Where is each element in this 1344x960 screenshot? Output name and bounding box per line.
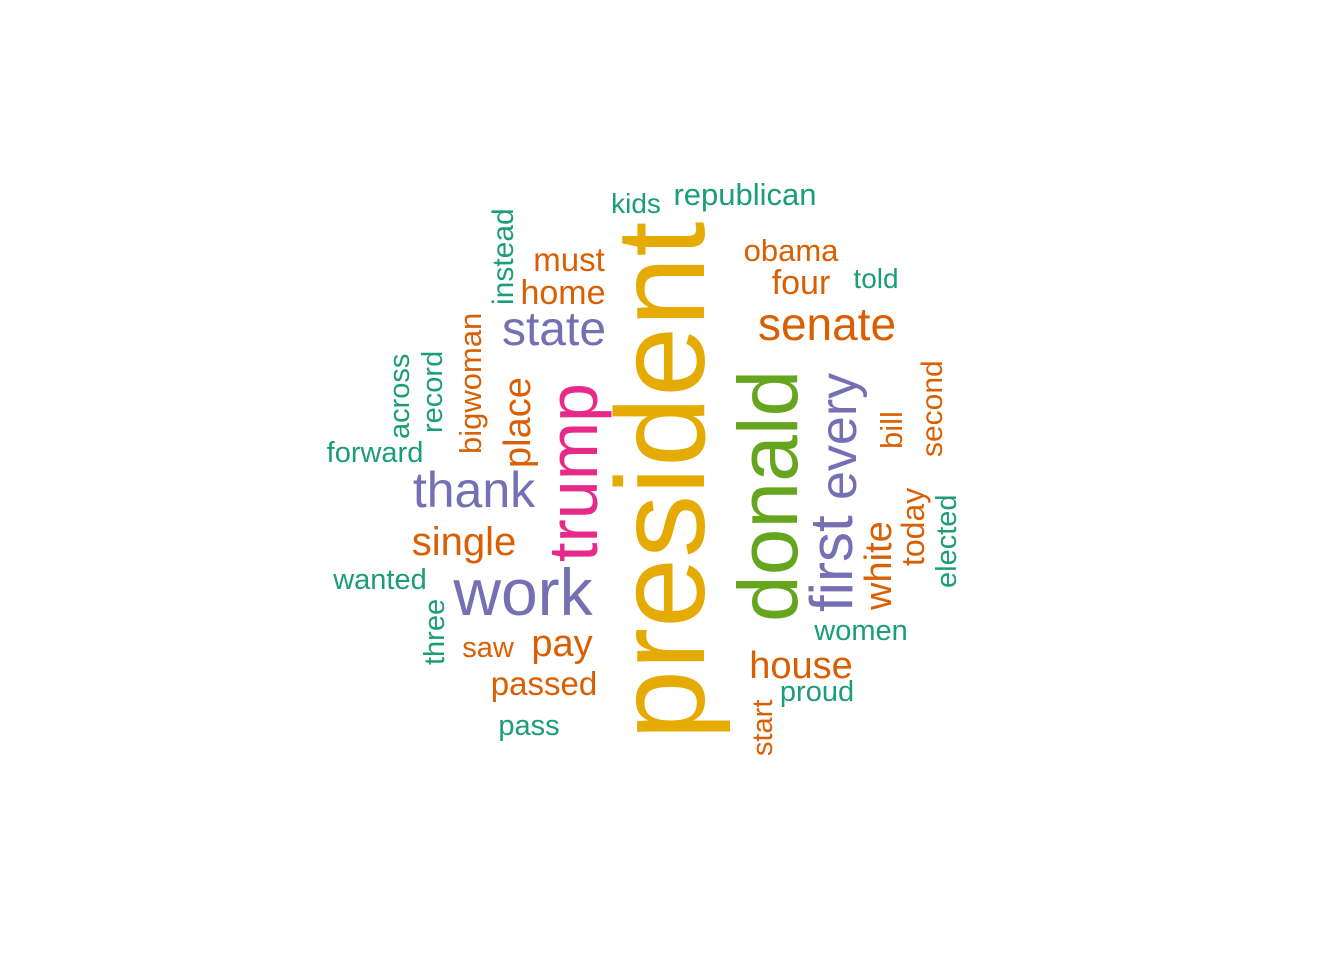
word-passed: passed	[491, 665, 597, 702]
word-forward: forward	[327, 437, 424, 469]
word-wanted: wanted	[332, 564, 427, 596]
word-state: state	[502, 303, 606, 356]
word-second: second	[916, 360, 949, 457]
word-first: first	[798, 515, 865, 612]
word-house: house	[749, 645, 853, 687]
word-work: work	[452, 555, 593, 629]
word-obama: obama	[744, 233, 840, 268]
word-elected: elected	[931, 494, 963, 588]
word-thank: thank	[413, 462, 536, 518]
word-every: every	[810, 373, 868, 500]
word-white: white	[858, 521, 900, 611]
word-place: place	[497, 377, 539, 468]
word-instead: instead	[487, 208, 520, 305]
word-pay: pay	[531, 623, 592, 665]
word-single: single	[412, 520, 517, 564]
word-told: told	[853, 263, 898, 294]
word-bigwoman: bigwoman	[453, 313, 488, 454]
word-women: women	[813, 615, 908, 647]
word-today: today	[895, 488, 931, 566]
word-saw: saw	[462, 632, 515, 664]
word-across: across	[384, 354, 416, 439]
word-president: president	[590, 222, 731, 740]
word-donald: donald	[721, 370, 815, 622]
word-senate: senate	[758, 298, 896, 350]
word-start: start	[747, 700, 779, 756]
word-trump: trump	[534, 383, 612, 562]
word-kids: kids	[611, 188, 661, 219]
word-pass: pass	[498, 710, 559, 742]
word-must: must	[533, 241, 605, 278]
word-proud: proud	[780, 676, 854, 708]
word-record: record	[417, 351, 449, 433]
word-bill: bill	[874, 411, 909, 449]
word-home: home	[520, 274, 605, 312]
word-four: four	[772, 264, 831, 302]
word-three: three	[419, 599, 451, 665]
word-republican: republican	[673, 177, 816, 212]
